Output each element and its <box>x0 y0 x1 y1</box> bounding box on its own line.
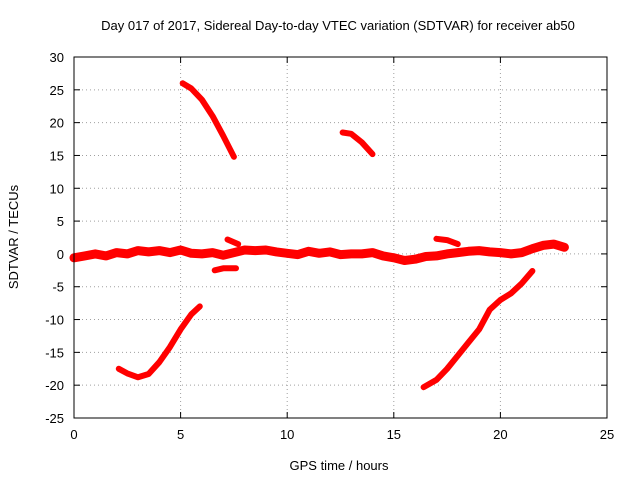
y-tick-label: -25 <box>45 411 64 426</box>
series-arc-5 <box>420 268 536 391</box>
data-series <box>69 80 569 391</box>
y-tick-label: -10 <box>45 313 64 328</box>
series-arc-3 <box>339 129 376 158</box>
y-tick-label: 20 <box>50 116 64 131</box>
x-tick-label: 10 <box>280 427 294 442</box>
y-tick-label: 5 <box>57 214 64 229</box>
y-tick-label: 30 <box>50 50 64 65</box>
x-tick-label: 0 <box>70 427 77 442</box>
chart-title: Day 017 of 2017, Sidereal Day-to-day VTE… <box>101 18 575 33</box>
series-arc-2 <box>179 80 237 160</box>
grid-lines <box>74 57 607 418</box>
series-arc-8 <box>433 235 461 248</box>
x-tick-label: 20 <box>493 427 507 442</box>
series-arc-6 <box>211 265 239 274</box>
y-tick-label: -15 <box>45 345 64 360</box>
y-tick-label: 15 <box>50 148 64 163</box>
y-axis-label: SDTVAR / TECUs <box>6 184 21 289</box>
series-arc-7 <box>224 236 242 248</box>
y-tick-labels: -25 -20 -15 -10 -5 0 5 10 15 20 25 30 <box>45 50 64 426</box>
x-tick-label: 15 <box>387 427 401 442</box>
plot-frame <box>73 56 608 419</box>
series-arc-4 <box>115 303 203 381</box>
x-tick-labels: 0 5 10 15 20 25 <box>70 427 614 442</box>
y-tick-label: -5 <box>52 280 64 295</box>
y-tick-label: -20 <box>45 378 64 393</box>
y-tick-label: 0 <box>57 247 64 262</box>
x-tick-label: 25 <box>600 427 614 442</box>
y-tick-label: 10 <box>50 181 64 196</box>
x-axis-label: GPS time / hours <box>290 458 389 473</box>
x-tick-label: 5 <box>177 427 184 442</box>
y-tick-label: 25 <box>50 83 64 98</box>
series-arc-near-zero <box>69 239 569 265</box>
